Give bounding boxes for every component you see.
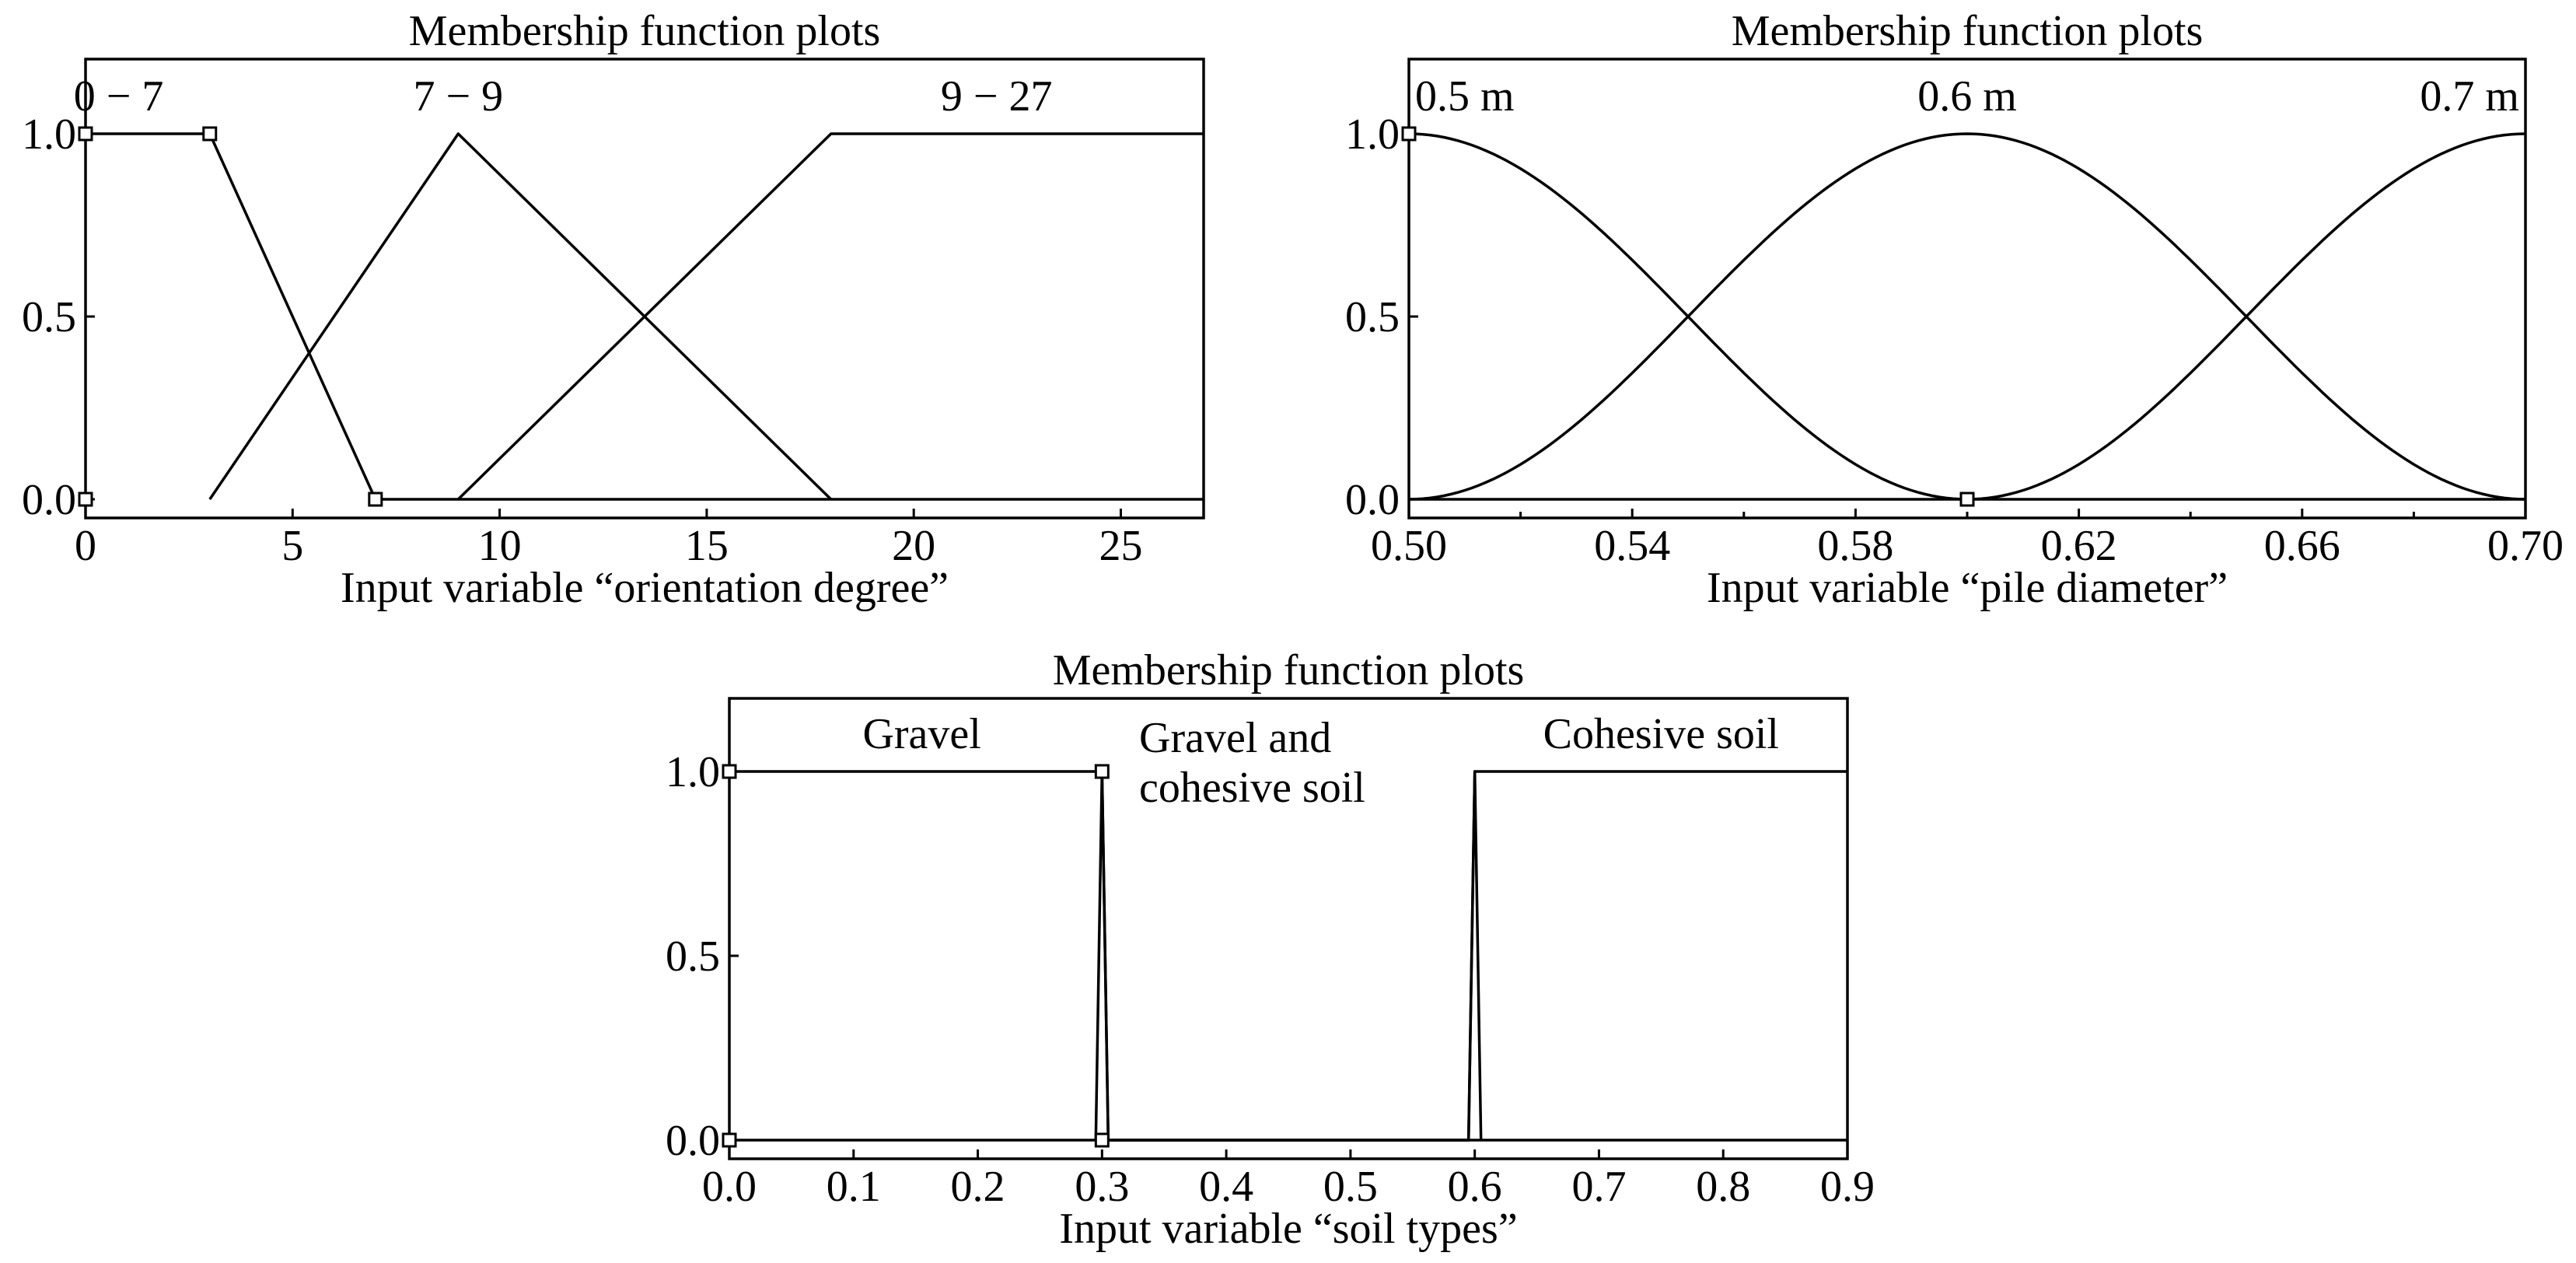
mf-label-9-27: 9 − 27 [941, 72, 1053, 121]
y-tick-label: 0.0 [666, 1117, 720, 1165]
x-tick-label: 0.5 [1323, 1163, 1378, 1211]
plot-frame [728, 697, 1849, 1160]
y-tick-label: 0.5 [1345, 293, 1400, 341]
mf-curve-7-9 [208, 132, 832, 501]
chart-title: Membership function plots [409, 7, 881, 55]
y-tick-label: 1.0 [22, 110, 76, 159]
x-tick-label: 0.70 [2487, 522, 2564, 570]
x-tick-label: 0.62 [2041, 522, 2117, 570]
x-tick-label: 0.54 [1594, 522, 1670, 570]
x-tick-label: 10 [478, 522, 522, 570]
x-tick-label: 0.1 [827, 1163, 881, 1211]
control-point-marker [78, 492, 93, 507]
x-axis-title: Input variable “soil types” [1059, 1205, 1517, 1253]
control-point-marker [368, 492, 383, 507]
y-tick-label: 1.0 [666, 748, 720, 796]
x-tick-label: 0.58 [1817, 522, 1893, 570]
x-tick-label: 20 [892, 522, 935, 570]
x-tick-label: 15 [685, 522, 729, 570]
x-tick-label: 0.3 [1075, 1163, 1129, 1211]
control-point-marker [1094, 764, 1110, 779]
mf-curve-0-7-m [1966, 132, 2526, 501]
chart-title: Membership function plots [1732, 7, 2204, 55]
control-point-marker [1959, 492, 1975, 507]
mf-label-0-5-m: 0.5 m [1415, 72, 1515, 121]
x-tick-label: 5 [281, 522, 303, 570]
chart-title: Membership function plots [1053, 646, 1525, 694]
x-tick-label: 0.6 [1448, 1163, 1502, 1211]
x-tick-label: 0.9 [1820, 1163, 1875, 1211]
mf-label-0-7-m: 0.7 m [2420, 72, 2519, 121]
mf-label-gravel: Gravel [862, 710, 980, 758]
x-tick-label: 0.4 [1199, 1163, 1253, 1211]
y-tick-label: 0.0 [1345, 476, 1400, 524]
mf-label-gravel-and-cohesive-soil: Gravel and cohesive soil [1139, 714, 1365, 812]
control-point-marker [202, 126, 218, 142]
x-tick-label: 0.0 [702, 1163, 757, 1211]
y-tick-label: 0.0 [22, 476, 76, 524]
x-tick-label: 0.8 [1696, 1163, 1750, 1211]
plot-frame [84, 58, 1205, 520]
x-tick-label: 0.66 [2264, 522, 2340, 570]
control-point-marker [1094, 1132, 1110, 1148]
mf-curve-cohesive-soil [729, 770, 1847, 1142]
mf-curve-gravel [729, 770, 1847, 1142]
mf-curve-9-27 [457, 132, 1204, 501]
control-point-marker [722, 1132, 737, 1148]
mf-label-0-7: 0 − 7 [74, 72, 164, 121]
control-point-marker [1401, 126, 1417, 142]
x-tick-label: 0.7 [1571, 1163, 1626, 1211]
mf-label-7-9: 7 − 9 [414, 72, 504, 121]
control-point-marker [722, 764, 737, 779]
plot-frame [1407, 58, 2527, 520]
mf-curve-gravel-and-cohesive-soil [1094, 770, 1483, 1142]
x-axis-title: Input variable “orientation degree” [341, 564, 949, 612]
control-point-marker [78, 126, 93, 142]
chart-orientation-degree: Membership function plots 0 5 10 15 20 25 0.0 0.… [22, 7, 1205, 612]
x-tick-label: 0.50 [1371, 522, 1447, 570]
x-tick-label: 25 [1099, 522, 1142, 570]
chart-soil-types: Membership function plots 0.0 0.1 0.2 0.3 0.4… [666, 646, 1875, 1253]
x-axis-title: Input variable “pile diameter” [1707, 564, 2228, 612]
y-tick-label: 0.5 [22, 293, 76, 341]
y-tick-label: 1.0 [1345, 110, 1400, 159]
x-tick-label: 0 [75, 522, 96, 570]
mf-label-0-6-m: 0.6 m [1917, 72, 2017, 121]
chart-pile-diameter: Membership function plots 0.50 0.54 0.58 0.6… [1345, 7, 2564, 612]
mf-curve-0-6-m [1408, 132, 2526, 501]
mf-curve-0-7 [86, 132, 1204, 501]
x-tick-label: 0.2 [951, 1163, 1005, 1211]
mf-label-cohesive-soil: Cohesive soil [1543, 710, 1779, 758]
y-tick-label: 0.5 [666, 932, 720, 981]
